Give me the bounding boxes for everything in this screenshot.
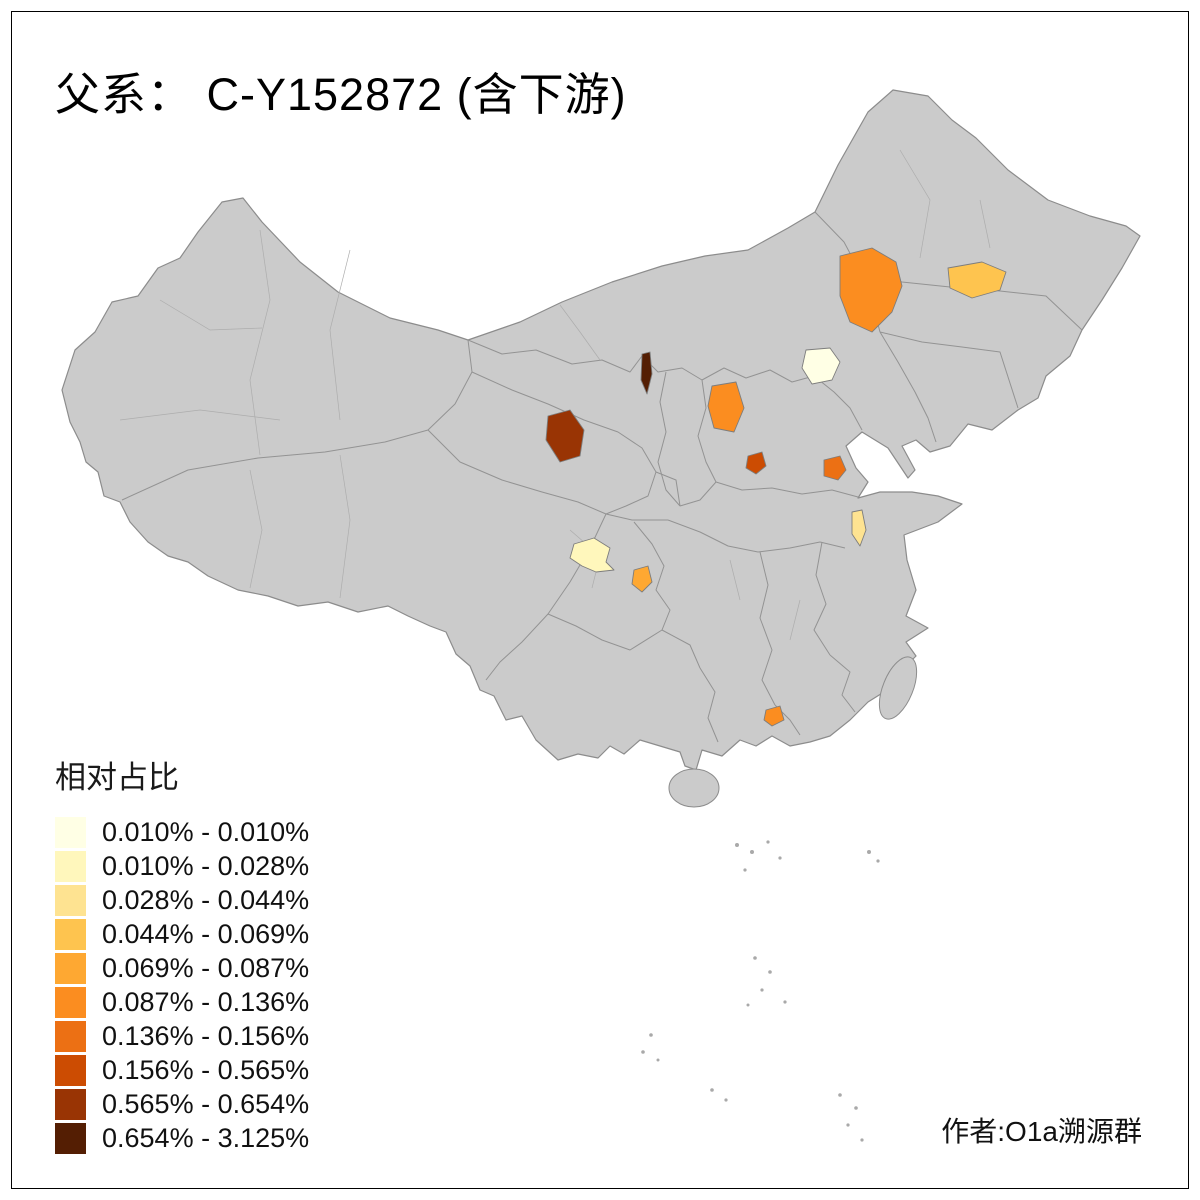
- prefecture-borders: [119, 149, 991, 641]
- legend-label: 0.010% - 0.028%: [102, 850, 310, 881]
- legend-swatch: [55, 1054, 86, 1086]
- highlighted-region-north-shanxi: [707, 381, 745, 433]
- highlighted-region-east-inner-mongolia: [839, 247, 903, 333]
- legend-row: 0.654% - 3.125%: [55, 1121, 309, 1155]
- hainan-island: [668, 768, 720, 808]
- highlighted-region-chongqing: [631, 565, 653, 593]
- legend-swatch: [55, 1122, 86, 1154]
- legend-swatch: [55, 1088, 86, 1120]
- legend-row: 0.044% - 0.069%: [55, 917, 309, 951]
- legend-row: 0.010% - 0.028%: [55, 849, 309, 883]
- legend-label: 0.087% - 0.136%: [102, 986, 310, 1017]
- highlighted-region-east-qinghai: [545, 409, 585, 463]
- legend-label: 0.028% - 0.044%: [102, 884, 310, 915]
- legend-swatch: [55, 952, 86, 984]
- legend-row: 0.028% - 0.044%: [55, 883, 309, 917]
- legend-swatch: [55, 884, 86, 916]
- legend-swatch: [55, 816, 86, 848]
- legend-row: 0.010% - 0.010%: [55, 815, 309, 849]
- legend-row: 0.087% - 0.136%: [55, 985, 309, 1019]
- page-title: 父系： C-Y152872 (含下游): [55, 69, 627, 120]
- legend: 相对占比 0.010% - 0.010% 0.010% - 0.028% 0.0…: [55, 752, 309, 1155]
- legend-swatch: [55, 918, 86, 950]
- legend-label: 0.044% - 0.069%: [102, 918, 310, 949]
- highlighted-region-pearl-delta: [763, 705, 785, 727]
- legend-label: 0.654% - 3.125%: [102, 1122, 310, 1153]
- highlighted-region-chengdu: [569, 537, 615, 573]
- highlighted-region-south-shanxi-border: [745, 451, 767, 475]
- legend-swatch: [55, 1020, 86, 1052]
- legend-label: 0.136% - 0.156%: [102, 1020, 310, 1051]
- legend-swatch: [55, 986, 86, 1018]
- legend-swatch: [55, 850, 86, 882]
- legend-label: 0.156% - 0.565%: [102, 1054, 310, 1085]
- highlighted-region-beijing: [801, 347, 841, 385]
- attribution: 作者:O1a溯源群: [941, 1116, 1142, 1147]
- legend-label: 0.565% - 0.654%: [102, 1088, 310, 1119]
- legend-row: 0.565% - 0.654%: [55, 1087, 309, 1121]
- south-china-sea-islands: [641, 840, 880, 1142]
- legend-label: 0.010% - 0.010%: [102, 816, 310, 847]
- legend-title: 相对占比: [55, 760, 179, 795]
- legend-label: 0.069% - 0.087%: [102, 952, 310, 983]
- highlighted-region-west-shandong: [823, 455, 847, 481]
- china-mainland: [61, 89, 1141, 771]
- highlighted-region-west-inner-mongolia-strip: [640, 351, 653, 395]
- highlighted-region-central-jiangsu-strip: [851, 509, 867, 547]
- legend-row: 0.156% - 0.565%: [55, 1053, 309, 1087]
- highlighted-region-central-jilin: [947, 261, 1007, 299]
- legend-row: 0.136% - 0.156%: [55, 1019, 309, 1053]
- legend-row: 0.069% - 0.087%: [55, 951, 309, 985]
- taiwan-island: [878, 656, 918, 720]
